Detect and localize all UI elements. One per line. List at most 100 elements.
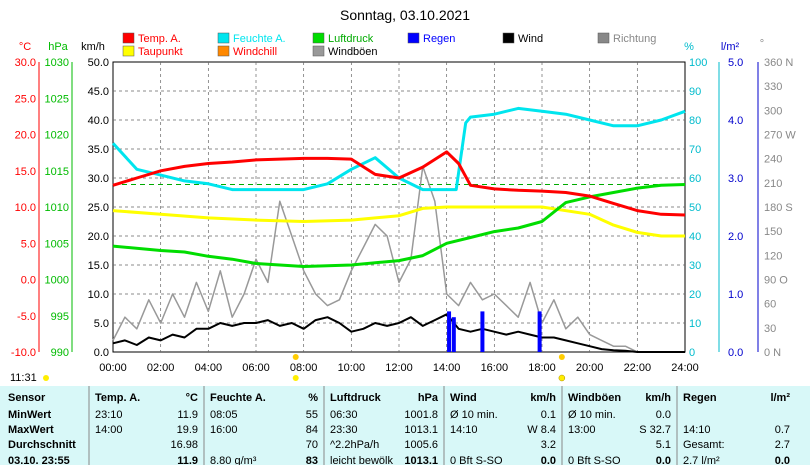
- table-cell-time: leicht bewölk: [330, 455, 393, 465]
- table-cell-value: 0.1: [541, 409, 556, 421]
- axis-unit-rain: l/m²: [721, 41, 740, 53]
- direction-tick: 180 S: [764, 202, 793, 214]
- series-windb-en: [112, 165, 685, 353]
- table-header-rain: Regen: [683, 392, 717, 404]
- sunset-marker: [558, 354, 565, 360]
- humidity-tick: 60: [689, 173, 701, 185]
- table-cell-time: 08:05: [210, 409, 238, 421]
- sunrise-marker: [292, 354, 299, 360]
- series-temp-a-: [112, 150, 686, 217]
- humidity-tick: 80: [689, 115, 701, 127]
- legend-label: Windböen: [328, 46, 378, 58]
- table-cell-value: 0.0: [541, 455, 556, 465]
- temp-tick: 25.0: [15, 93, 36, 105]
- x-tick: 14:00: [433, 362, 461, 374]
- rain-tick: 2.0: [728, 231, 743, 243]
- table-cell-value: 1013.1: [404, 424, 438, 436]
- table-header-wind: Wind: [450, 392, 477, 404]
- table-cell-value: 1001.8: [404, 409, 438, 421]
- temp-tick: -10.0: [11, 347, 36, 359]
- wind-tick: 50.0: [88, 57, 109, 69]
- x-tick: 18:00: [528, 362, 556, 374]
- temp-tick: 20.0: [15, 130, 36, 142]
- table-cell-value: 2.7: [775, 439, 790, 451]
- table-cell-time: Ø 10 min.: [568, 409, 616, 421]
- temp-tick: 5.0: [21, 238, 36, 250]
- rain-bar: [480, 311, 485, 352]
- table-header-unit: °C: [186, 392, 198, 404]
- sunset-icon: [558, 374, 566, 382]
- legend-swatch: [312, 32, 325, 44]
- wind-tick: 10.0: [88, 289, 109, 301]
- table-cell-time: 23:10: [95, 409, 123, 421]
- humidity-tick: 0: [689, 347, 695, 359]
- table-cell-time: 0 Bft S-SO: [450, 455, 503, 465]
- axis-unit-humidity: %: [684, 41, 694, 53]
- pressure-tick: 990: [51, 347, 69, 359]
- series-taupunkt: [112, 205, 685, 238]
- rain-tick: 4.0: [728, 115, 743, 127]
- rain-tick: 1.0: [728, 289, 743, 301]
- legend-label: Taupunkt: [138, 46, 183, 58]
- humidity-tick: 70: [689, 144, 701, 156]
- now-time: 11:31: [10, 372, 37, 384]
- legend-label: Temp. A.: [138, 33, 181, 45]
- humidity-tick: 100: [689, 57, 707, 69]
- x-tick: 04:00: [195, 362, 223, 374]
- legend-swatch: [597, 32, 610, 44]
- table-cell-value: 5.1: [656, 439, 671, 451]
- x-tick: 02:00: [147, 362, 175, 374]
- wind-tick: 0.0: [94, 347, 109, 359]
- legend-swatch: [502, 32, 515, 44]
- wind-tick: 45.0: [88, 86, 109, 98]
- direction-tick: 0 N: [764, 347, 781, 359]
- rain-bar: [451, 317, 456, 352]
- axis-unit-pressure: hPa: [48, 41, 68, 53]
- pressure-tick: 1015: [45, 166, 69, 178]
- table-cell-time: Gesamt:: [683, 439, 725, 451]
- x-tick: 10:00: [338, 362, 366, 374]
- legend-label: Regen: [423, 33, 455, 45]
- humidity-tick: 90: [689, 86, 701, 98]
- legend-label: Feuchte A.: [233, 33, 286, 45]
- x-tick: 12:00: [385, 362, 413, 374]
- rain-tick: 0.0: [728, 347, 743, 359]
- direction-tick: 150: [764, 226, 782, 238]
- x-tick: 08:00: [290, 362, 318, 374]
- table-cell-value: 55: [306, 409, 318, 421]
- direction-tick: 210: [764, 178, 782, 190]
- pressure-tick: 1025: [45, 93, 69, 105]
- table-cell-value: 0.0: [775, 455, 790, 465]
- x-tick: 00:00: [99, 362, 127, 374]
- direction-tick: 270 W: [764, 130, 796, 142]
- wind-tick: 25.0: [88, 202, 109, 214]
- table-header-unit: hPa: [418, 392, 439, 404]
- table-cell-value: 0.0: [656, 455, 671, 465]
- table-cell-value: 84: [306, 424, 318, 436]
- rain-bar: [447, 311, 452, 352]
- table-cell-time: 14:00: [95, 424, 123, 436]
- legend-swatch: [217, 45, 230, 57]
- table-row-label: 03.10. 23:55: [8, 455, 70, 465]
- legend-swatch: [217, 32, 230, 44]
- direction-tick: 120: [764, 250, 782, 262]
- direction-tick: 360 N: [764, 57, 793, 69]
- table-cell-value: 83: [306, 455, 318, 465]
- pressure-tick: 1010: [45, 202, 69, 214]
- wind-tick: 35.0: [88, 144, 109, 156]
- table-cell-time: 06:30: [330, 409, 358, 421]
- table-cell-time: ^2.2hPa/h: [330, 439, 379, 451]
- temp-tick: 15.0: [15, 166, 36, 178]
- legend-label: Luftdruck: [328, 33, 374, 45]
- wind-tick: 5.0: [94, 318, 109, 330]
- table-cell-value: 3.2: [541, 439, 556, 451]
- table-cell-time: 8.80 g/m³: [210, 455, 257, 465]
- table-cell-value: 1013.1: [404, 455, 438, 465]
- humidity-tick: 50: [689, 202, 701, 214]
- direction-tick: 90 O: [764, 275, 788, 287]
- wind-tick: 20.0: [88, 231, 109, 243]
- table-header-unit: l/m²: [770, 392, 790, 404]
- pressure-tick: 1030: [45, 57, 69, 69]
